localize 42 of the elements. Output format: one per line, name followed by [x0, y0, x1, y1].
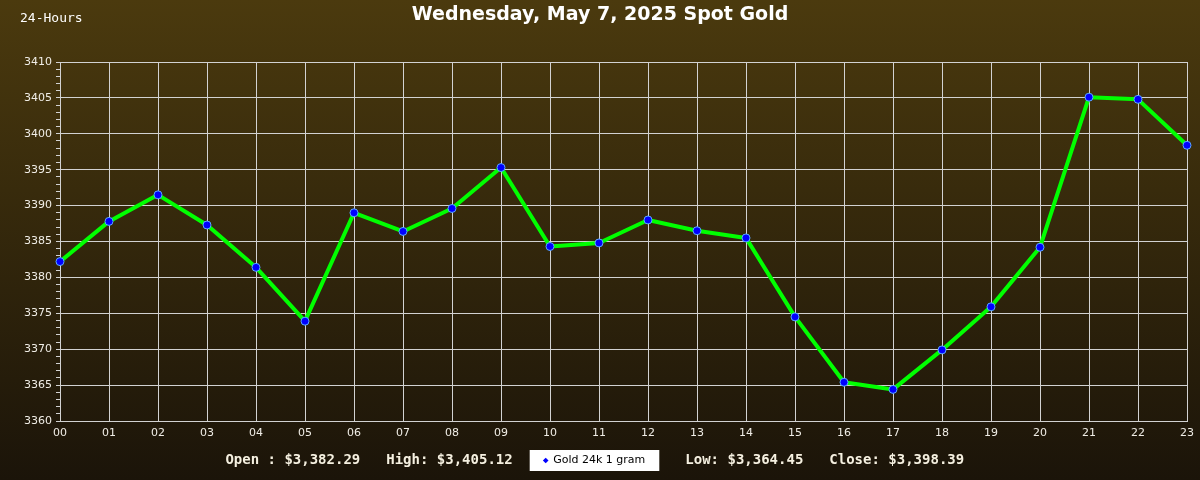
x-tick-label: 08	[445, 426, 459, 440]
x-tick-label: 01	[102, 426, 116, 440]
x-tick-label: 21	[1082, 426, 1096, 440]
text: Open : $3,382.29	[225, 451, 361, 468]
y-tick-label: 3405	[24, 90, 52, 104]
legend-label: Gold 24k 1 gram	[553, 453, 646, 467]
x-tick-label: 23	[1180, 426, 1194, 440]
y-tick-label: 3400	[24, 126, 52, 140]
y-tick-label: 3410	[24, 54, 52, 68]
x-tick-label: 09	[494, 426, 508, 440]
y-tick-label: 3365	[24, 377, 52, 391]
y-tick-label: 3370	[24, 342, 52, 356]
x-tick-label: 17	[886, 426, 900, 440]
x-tick-label: 05	[298, 426, 312, 440]
x-tick-label: 20	[1033, 426, 1047, 440]
y-tick-label: 3385	[24, 234, 52, 248]
x-tick-label: 15	[788, 426, 802, 440]
x-tick-label: 22	[1131, 426, 1145, 440]
x-tick-label: 16	[837, 426, 851, 440]
text: High: $3,405.12	[386, 451, 513, 468]
y-tick-label: 3380	[24, 270, 52, 284]
text: Close: $3,398.39	[829, 451, 965, 468]
y-tick-label: 3395	[24, 162, 52, 176]
x-tick-label: 18	[935, 426, 949, 440]
y-tick-label: 3360	[24, 413, 52, 427]
text: Low: $3,364.45	[685, 451, 804, 468]
x-tick-label: 13	[690, 426, 704, 440]
chart-title: Wednesday, May 7, 2025 Spot Gold	[411, 1, 789, 24]
x-tick-label: 11	[592, 426, 606, 440]
x-tick-label: 03	[200, 426, 214, 440]
x-tick-label: 06	[347, 426, 361, 440]
x-tick-label: 04	[249, 426, 263, 440]
chart-subtitle: 24-Hours	[20, 10, 83, 26]
y-tick-label: 3375	[24, 306, 52, 320]
y-tick-label: 3390	[24, 198, 52, 212]
x-tick-label: 00	[53, 426, 67, 440]
x-tick-label: 07	[396, 426, 410, 440]
x-tick-label: 10	[543, 426, 557, 440]
x-tick-label: 14	[739, 426, 753, 440]
x-tick-label: 12	[641, 426, 655, 440]
x-tick-label: 02	[151, 426, 165, 440]
x-tick-label: 19	[984, 426, 998, 440]
